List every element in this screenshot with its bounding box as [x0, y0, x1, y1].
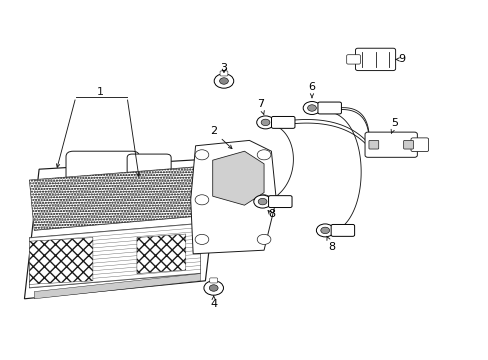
FancyBboxPatch shape	[346, 55, 360, 64]
FancyBboxPatch shape	[368, 140, 378, 149]
FancyBboxPatch shape	[271, 116, 294, 128]
Text: 1: 1	[97, 87, 103, 97]
Polygon shape	[212, 151, 264, 205]
Circle shape	[253, 195, 271, 208]
Circle shape	[307, 105, 316, 111]
Circle shape	[209, 285, 218, 291]
Polygon shape	[29, 223, 200, 288]
FancyBboxPatch shape	[410, 138, 427, 152]
Text: 7: 7	[257, 99, 264, 115]
Circle shape	[257, 234, 270, 244]
FancyBboxPatch shape	[364, 132, 417, 157]
Circle shape	[214, 74, 233, 88]
Circle shape	[316, 224, 333, 237]
Text: 6: 6	[308, 82, 315, 98]
Circle shape	[203, 281, 223, 295]
Text: 8: 8	[326, 236, 334, 252]
FancyBboxPatch shape	[127, 154, 171, 176]
Circle shape	[303, 102, 320, 114]
FancyBboxPatch shape	[355, 48, 395, 71]
FancyBboxPatch shape	[220, 71, 227, 76]
Polygon shape	[34, 274, 200, 299]
Polygon shape	[137, 234, 185, 274]
FancyBboxPatch shape	[317, 102, 341, 114]
Text: 8: 8	[267, 209, 274, 219]
Circle shape	[261, 119, 269, 126]
Circle shape	[257, 150, 270, 160]
Text: 2: 2	[210, 126, 231, 149]
Circle shape	[195, 195, 208, 205]
Polygon shape	[29, 166, 210, 230]
Circle shape	[195, 150, 208, 160]
Polygon shape	[24, 158, 220, 299]
Text: 9: 9	[395, 54, 405, 64]
FancyBboxPatch shape	[330, 225, 354, 236]
Polygon shape	[29, 238, 93, 284]
Circle shape	[195, 234, 208, 244]
Circle shape	[257, 195, 270, 205]
Polygon shape	[190, 140, 276, 254]
Circle shape	[258, 198, 266, 205]
FancyBboxPatch shape	[66, 151, 139, 182]
Circle shape	[219, 78, 228, 84]
Circle shape	[320, 227, 329, 234]
FancyBboxPatch shape	[403, 140, 412, 149]
Text: 5: 5	[390, 118, 398, 134]
FancyBboxPatch shape	[268, 196, 291, 207]
Text: 3: 3	[220, 63, 227, 73]
Text: 4: 4	[210, 296, 217, 309]
FancyBboxPatch shape	[209, 278, 217, 283]
Circle shape	[256, 116, 274, 129]
